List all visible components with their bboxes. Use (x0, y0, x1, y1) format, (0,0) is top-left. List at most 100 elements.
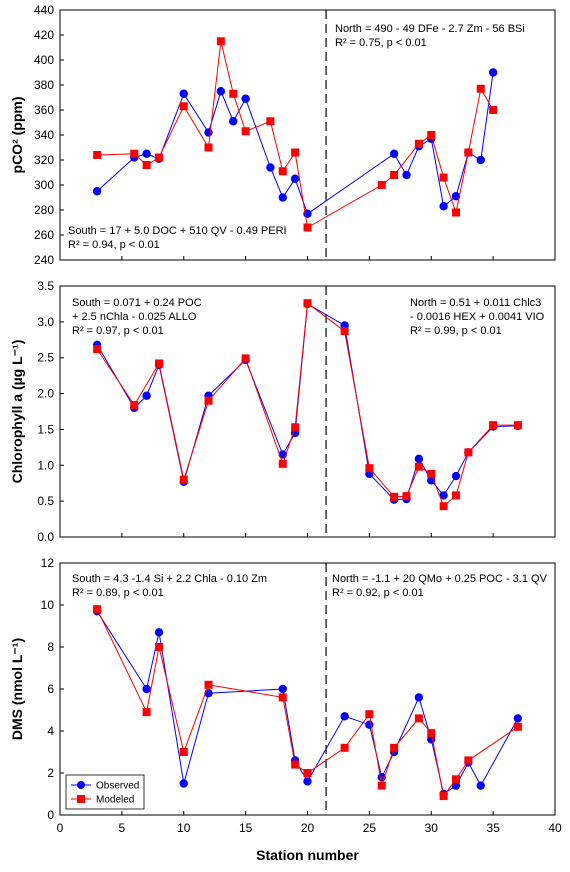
data-point (365, 710, 374, 719)
annotation-line: South = 4.3 -1.4 Si + 2.2 Chla - 0.10 Zm (72, 573, 267, 585)
data-point (439, 491, 448, 500)
data-point (291, 760, 300, 769)
regression-annotation: North = -1.1 + 20 QMo + 0.25 POC - 3.1 Q… (332, 573, 548, 599)
y-tick-label: 0.0 (37, 530, 54, 544)
data-point (439, 173, 448, 182)
x-tick-label: 5 (119, 821, 126, 835)
data-point (142, 149, 151, 158)
data-point (365, 464, 374, 473)
data-point (142, 161, 151, 169)
y-tick-label: 8 (47, 640, 54, 654)
y-tick-label: 280 (34, 203, 54, 217)
y-tick-label: 1.5 (37, 422, 54, 436)
data-point (179, 475, 188, 484)
data-point (414, 693, 424, 702)
data-point (390, 743, 399, 752)
regression-annotation: South = 4.3 -1.4 Si + 2.2 Chla - 0.10 Zm… (72, 573, 267, 599)
legend-marker (77, 781, 85, 789)
annotation-line: North = 0.51 + 0.011 Chlc3 (410, 297, 541, 309)
legend: Observed Modeled (65, 774, 145, 810)
data-point (204, 128, 213, 137)
data-point (439, 502, 448, 511)
annotation-line: R² = 0.92, p < 0.01 (332, 587, 424, 599)
data-point (142, 708, 151, 717)
data-point (278, 167, 287, 176)
data-point (154, 628, 164, 637)
data-point (340, 327, 349, 336)
annotation-line: + 2.5 nChla - 0.025 ALLO (72, 311, 197, 323)
data-point (452, 491, 460, 500)
data-point (365, 720, 374, 729)
annotation-line: - 0.0016 HEX + 0.0041 VIO (410, 311, 545, 323)
y-tick-label: 260 (34, 228, 54, 242)
data-point (155, 153, 163, 162)
data-point (229, 117, 238, 126)
legend-label: Modeled (96, 795, 134, 806)
annotation-line: R² = 0.75, p < 0.01 (335, 37, 427, 49)
data-point (489, 421, 498, 430)
data-point (241, 354, 250, 363)
data-point (241, 127, 250, 136)
data-point (464, 148, 473, 157)
y-tick-label: 400 (34, 53, 54, 67)
data-point (414, 454, 424, 464)
annotation-line: R² = 0.97, p < 0.01 (72, 325, 164, 337)
y-tick-label: 2.5 (37, 351, 54, 365)
y-tick-label: 300 (34, 178, 54, 192)
data-point (414, 714, 423, 723)
y-tick-label: 3.0 (37, 315, 54, 329)
y-tick-label: 10 (41, 598, 55, 612)
data-point (439, 792, 448, 801)
data-point (204, 396, 213, 405)
data-point (93, 605, 102, 614)
data-point (476, 781, 485, 790)
data-point (452, 208, 460, 217)
x-tick-label: 40 (548, 821, 562, 835)
y-tick-label: 0.5 (37, 494, 54, 508)
y-tick-label: 4 (47, 724, 54, 738)
y-tick-label: 2 (47, 766, 54, 780)
data-point (92, 187, 102, 196)
series-line (97, 41, 494, 229)
regression-annotation: South = 17 + 5.0 DOC + 510 QV - 0.49 PER… (68, 225, 287, 251)
data-point (451, 781, 461, 790)
data-point (414, 462, 423, 471)
y-tick-label: 0 (47, 808, 54, 822)
annotation-line: North = -1.1 + 20 QMo + 0.25 POC - 3.1 Q… (332, 573, 548, 585)
data-point (303, 223, 312, 232)
data-point (179, 779, 188, 788)
data-point (266, 163, 275, 172)
series-modeled (93, 299, 522, 511)
data-point (451, 471, 461, 481)
data-point (488, 68, 498, 77)
data-point (489, 106, 498, 114)
data-point (476, 155, 485, 165)
data-point (142, 391, 151, 400)
x-tick-label: 25 (363, 821, 377, 835)
data-point (427, 131, 436, 139)
x-tick-label: 30 (425, 821, 439, 835)
data-point (291, 423, 300, 432)
annotation-line: R² = 0.99, p < 0.01 (410, 325, 502, 337)
data-point (278, 684, 287, 694)
data-point (390, 171, 399, 179)
plot-frame (59, 9, 556, 261)
data-point (402, 170, 411, 180)
x-tick-label: 0 (57, 821, 64, 835)
data-point (513, 722, 522, 731)
data-point (513, 421, 522, 430)
x-tick-label: 15 (239, 821, 253, 835)
y-tick-label: 2.0 (37, 387, 54, 401)
y-tick-label: 320 (34, 153, 54, 167)
y-tick-label: 3.5 (37, 279, 54, 293)
annotation-line: South = 17 + 5.0 DOC + 510 QV - 0.49 PER… (68, 225, 287, 237)
data-point (130, 401, 139, 410)
data-point (93, 345, 102, 354)
y-tick-label: 380 (34, 78, 54, 92)
x-tick-label: 10 (177, 821, 191, 835)
y-axis-title: Chlorophyll a (µg L⁻¹) (9, 340, 25, 484)
data-point (340, 743, 349, 752)
data-point (179, 748, 188, 756)
y-tick-label: 340 (34, 128, 54, 142)
